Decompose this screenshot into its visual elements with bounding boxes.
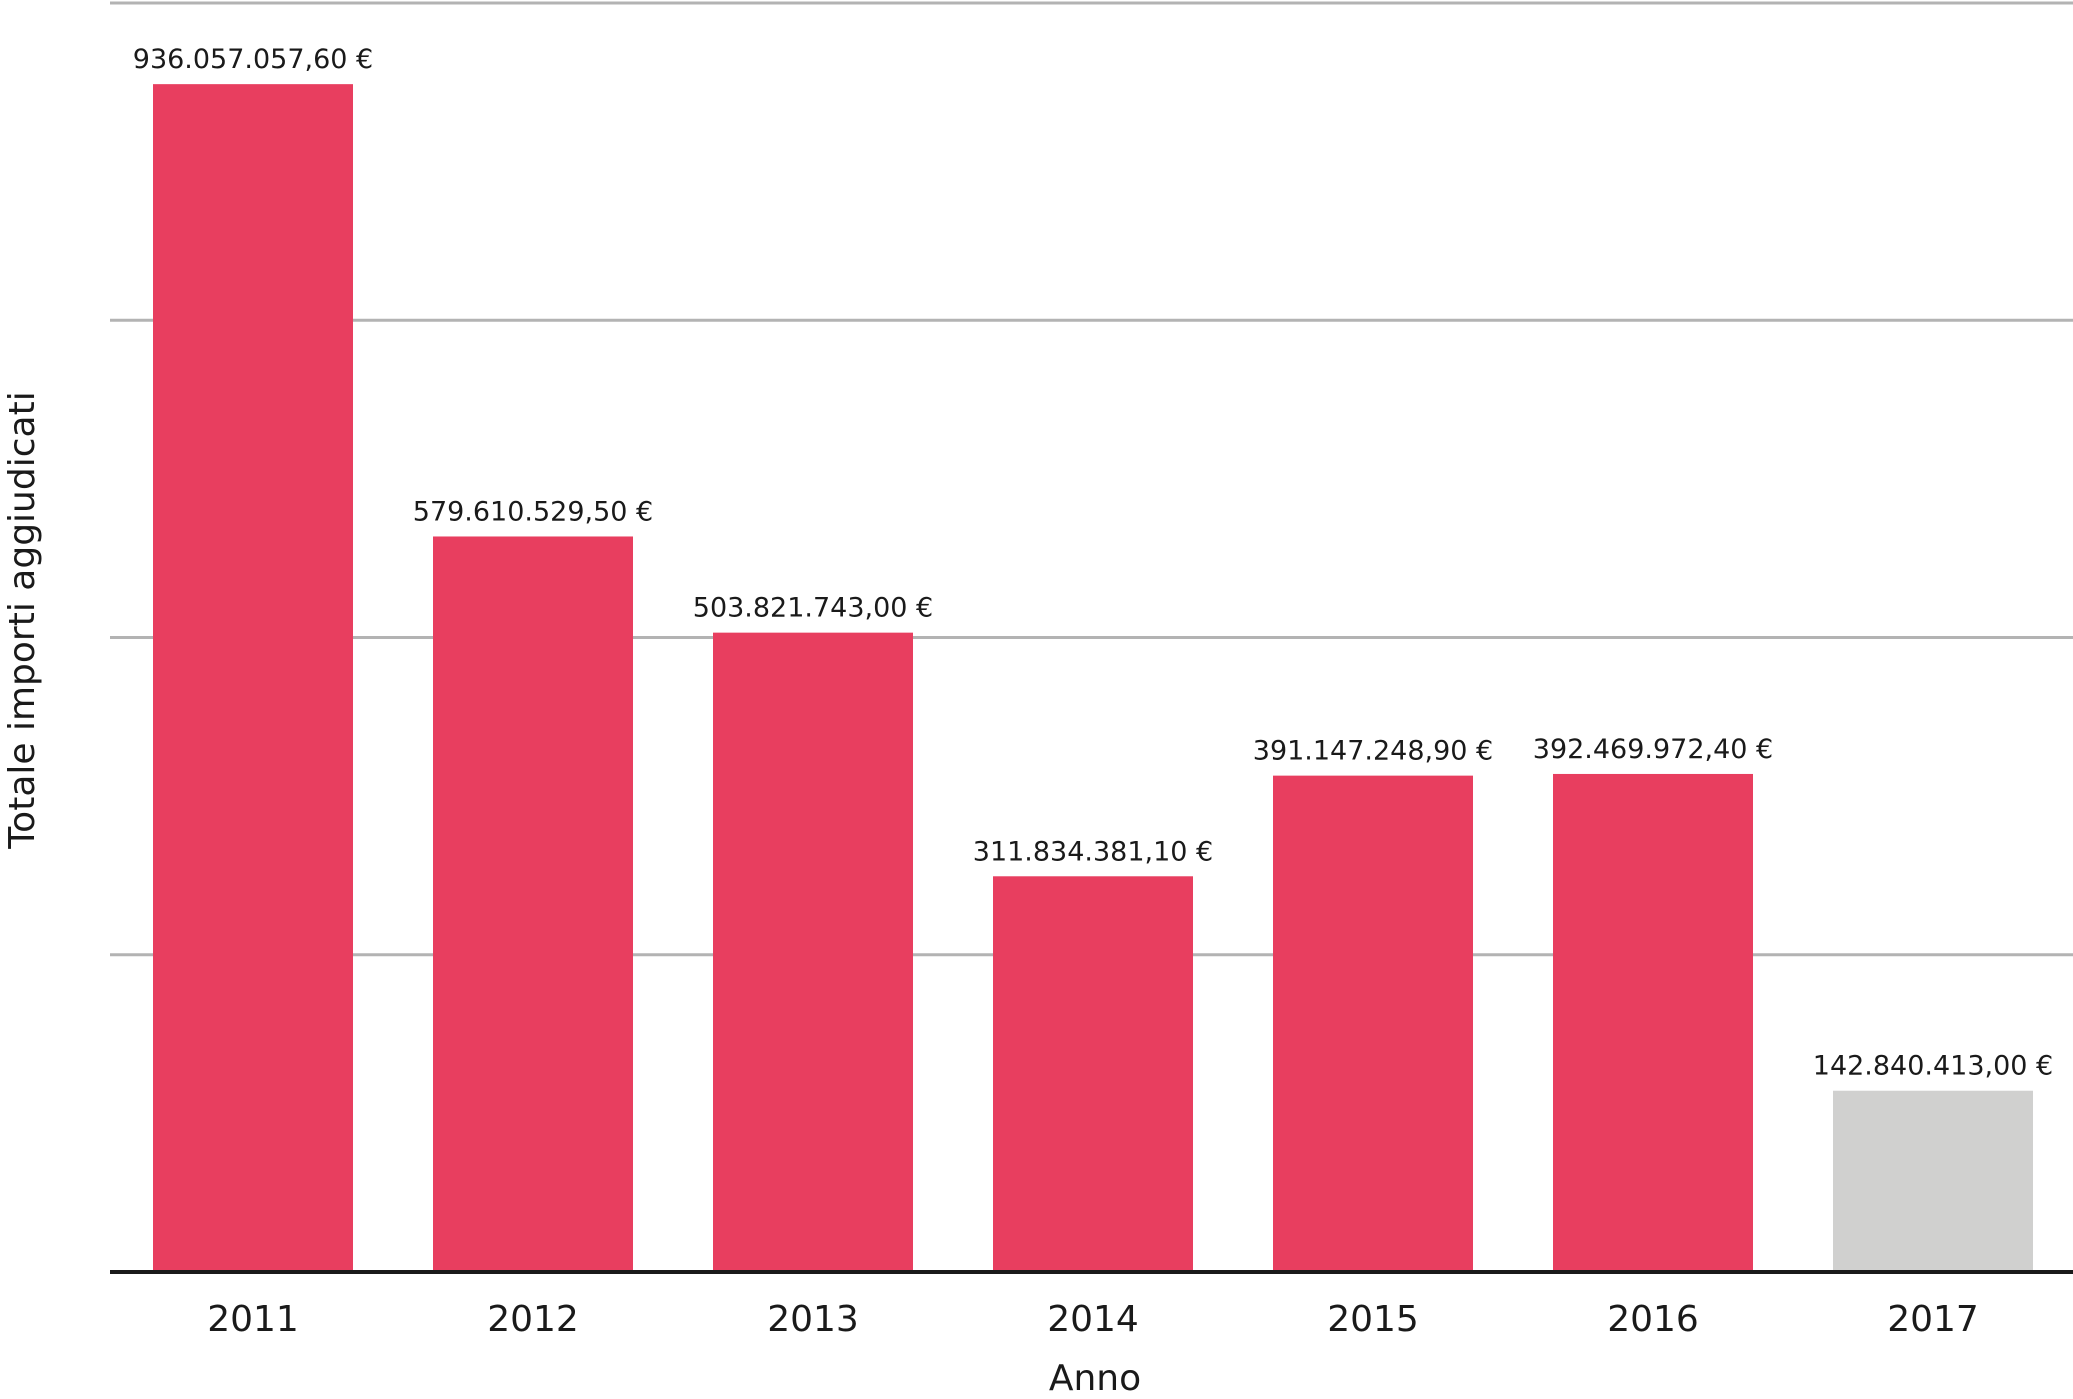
y-axis-title: Totale importi aggiudicati	[2, 391, 43, 849]
x-tick-2015: 2015	[1327, 1299, 1419, 1340]
gridlines	[110, 1, 2073, 957]
data-label-2015: 391.147.248,90 €	[1253, 736, 1493, 767]
data-label-2012: 579.610.529,50 €	[413, 496, 653, 527]
x-tick-2014: 2014	[1047, 1299, 1139, 1340]
x-tick-2012: 2012	[487, 1299, 579, 1340]
x-tick-2016: 2016	[1607, 1299, 1699, 1340]
data-label-2011: 936.057.057,60 €	[133, 44, 373, 75]
data-label-2013: 503.821.743,00 €	[693, 593, 933, 624]
x-tick-labels: 2011 2012 2013 2014 2015 2016 2017	[207, 1299, 1979, 1340]
bar-2011	[153, 84, 353, 1273]
bar-2017	[1833, 1090, 2033, 1272]
data-label-2016: 392.469.972,40 €	[1533, 734, 1773, 765]
x-tick-2017: 2017	[1887, 1299, 1979, 1340]
bar-2016	[1553, 773, 1753, 1272]
x-tick-2011: 2011	[207, 1299, 299, 1340]
data-label-2017: 142.840.413,00 €	[1813, 1051, 2053, 1082]
data-label-2014: 311.834.381,10 €	[973, 836, 1213, 867]
bars	[153, 84, 2033, 1273]
data-labels: 936.057.057,60 € 579.610.529,50 € 503.821.…	[133, 44, 2053, 1082]
x-axis-title: Anno	[1049, 1358, 1141, 1399]
x-tick-2013: 2013	[767, 1299, 859, 1340]
bar-2013	[713, 632, 913, 1272]
bar-2015	[1273, 775, 1473, 1272]
bar-2014	[993, 876, 1193, 1272]
bar-2012	[433, 536, 633, 1272]
